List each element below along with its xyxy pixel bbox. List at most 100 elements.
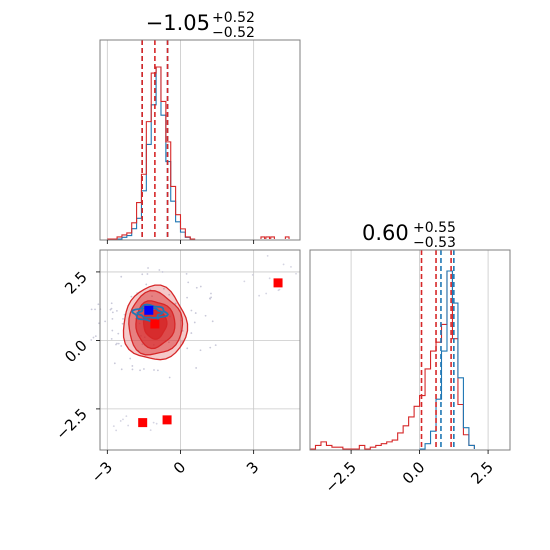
panel-2-sample-point xyxy=(120,275,123,278)
panel-2-sample-point xyxy=(278,288,281,291)
panel-3-histogram-series-0 xyxy=(310,270,475,450)
panel-2-sample-point xyxy=(146,273,149,275)
panel-2-sample-point xyxy=(145,283,148,286)
panel-3-x-tick-label: 2.5 xyxy=(467,458,497,488)
panel-2-sample-point xyxy=(112,425,115,428)
panel-2-y-tick-label: 0.0 xyxy=(61,337,91,367)
panel-2-sample-point xyxy=(193,321,196,324)
panel-2-sample-point xyxy=(258,294,261,297)
panel-2-sample-point xyxy=(120,368,123,371)
panel-2-sample-point xyxy=(94,308,96,311)
panel-2-sample-point xyxy=(110,302,113,305)
panel-2-sample-point xyxy=(131,368,134,371)
panel-2-square-marker xyxy=(162,415,172,425)
panel-1-histogram-tail-bin xyxy=(270,236,275,239)
panel-2-sample-point xyxy=(119,420,122,422)
panel-2-sample-point xyxy=(282,263,285,266)
panel-2-sample-point xyxy=(190,309,193,312)
panel-1-title: −1.05 xyxy=(146,11,210,35)
panel-1-histogram-series-1 xyxy=(107,66,196,240)
panel-2-x-tick-label: 0 xyxy=(170,458,189,477)
panel-2-y-tick-label: 2.5 xyxy=(61,268,91,298)
panel-2-square-marker xyxy=(144,305,154,315)
panel-2-sample-point xyxy=(110,307,113,310)
panel-2-sample-point xyxy=(94,335,97,337)
panel-2-sample-point xyxy=(115,309,118,312)
panel-2-sample-point xyxy=(122,418,124,421)
panel-2-sample-point xyxy=(97,303,100,306)
panel-2-sample-point xyxy=(179,319,182,322)
panel-2-sample-point xyxy=(185,272,188,275)
panel-2-sample-point xyxy=(125,415,128,418)
panel-2-sample-point xyxy=(141,273,144,276)
panel-2-sample-point xyxy=(161,271,164,273)
panel-2-sample-point xyxy=(139,369,141,372)
panel-1-histogram-tail-bin xyxy=(260,236,266,239)
panel-2-sample-point xyxy=(117,332,120,335)
panel-2-frame xyxy=(99,249,301,451)
panel-2-sample-point xyxy=(147,267,149,269)
panel-2-sample-point xyxy=(186,296,188,299)
panel-2-sample-point xyxy=(115,429,118,432)
panel-3-frame xyxy=(309,249,511,451)
panel-3-title-lower: −0.53 xyxy=(413,235,456,251)
panel-2-sample-point xyxy=(199,285,202,288)
panel-2-sample-point xyxy=(111,329,114,332)
panel-2-sample-point xyxy=(243,280,246,283)
panel-1-title-value: −1.05 xyxy=(146,11,210,35)
panel-2-blue-contour-level xyxy=(130,303,169,323)
panel-2-x-tick-label: 3 xyxy=(243,458,262,477)
panel-2-sample-point xyxy=(92,336,95,339)
panel-2-sample-point xyxy=(290,266,292,268)
panel-2-sample-point xyxy=(186,347,189,350)
panel-2-sample-point xyxy=(122,317,124,320)
panel-2-sample-point xyxy=(127,424,130,427)
panel-2-sample-point xyxy=(129,357,132,360)
panel-2-sample-point xyxy=(195,367,198,369)
panel-2-sample-point xyxy=(199,349,202,352)
panel-2-sample-point xyxy=(115,343,117,346)
panel-2-sample-point xyxy=(195,286,198,289)
marginal-histogram-panel-1: −1.05 +0.52 −0.52 xyxy=(99,10,301,244)
panel-2-sample-point xyxy=(120,345,123,347)
panel-2-sample-point xyxy=(90,308,93,311)
panel-2-sample-point xyxy=(214,344,217,347)
panel-2-square-marker xyxy=(138,418,148,428)
panel-2-sample-point xyxy=(143,368,145,370)
panel-2-sample-point xyxy=(251,273,254,276)
panel-2-sample-point xyxy=(194,312,197,314)
panel-2-sample-point xyxy=(141,343,144,346)
panel-2-sample-point xyxy=(155,422,158,425)
panel-2-sample-point xyxy=(113,362,116,365)
panel-2-sample-point xyxy=(104,320,107,323)
panel-2-square-marker xyxy=(273,278,283,288)
panel-3-x-tick-label: 0.0 xyxy=(399,458,429,488)
panel-3-x-tick-label: −2.5 xyxy=(321,458,359,496)
marginal-histogram-panel-2: −2.5 0.0 2.5 0.60 +0.55 −0.53 xyxy=(309,220,511,497)
panel-2-sample-point xyxy=(190,332,193,334)
panel-2-sample-point xyxy=(295,272,297,275)
panel-2-sample-point xyxy=(90,339,93,341)
panel-2-sample-point xyxy=(210,292,212,295)
panel-2-sample-point xyxy=(204,314,207,317)
panel-2-y-tick-label: −2.5 xyxy=(52,405,90,443)
panel-3-histogram-series-1 xyxy=(419,270,475,450)
panel-1-title-lower: −0.52 xyxy=(212,25,255,41)
panel-2-sample-point xyxy=(121,322,124,325)
panel-2-sample-point xyxy=(153,369,155,371)
panel-3-title-upper: +0.55 xyxy=(413,220,456,236)
panel-2-sample-point xyxy=(266,254,269,257)
panel-3-title: 0.60 xyxy=(362,221,409,245)
panel-2-sample-point xyxy=(168,376,171,379)
panel-2-square-marker xyxy=(150,319,160,329)
panel-2-sample-point xyxy=(117,342,120,345)
panel-2-sample-point xyxy=(151,295,153,297)
panel-3-title-value: 0.60 xyxy=(362,221,409,245)
panel-1-histogram-tail-bin xyxy=(284,236,290,239)
panel-2-sample-point xyxy=(111,317,114,320)
panel-2-sample-point xyxy=(268,277,271,280)
panel-1-title-upper: +0.52 xyxy=(212,10,255,26)
panel-2-sample-point xyxy=(149,429,152,432)
panel-2-sample-point xyxy=(110,337,113,340)
panel-2-sample-point xyxy=(209,297,212,300)
